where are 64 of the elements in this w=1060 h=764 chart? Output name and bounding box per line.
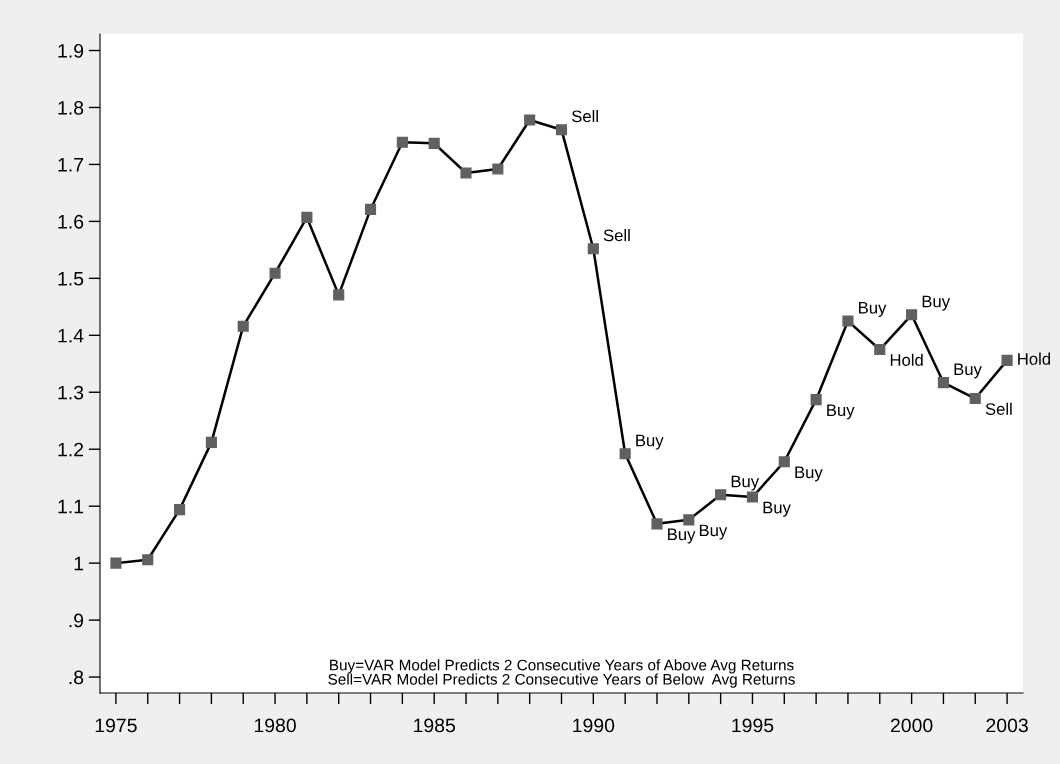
point (715, 489, 727, 501)
point (778, 456, 790, 468)
point (683, 514, 695, 526)
point (874, 343, 886, 356)
point (174, 504, 186, 516)
annotation: Sell (985, 402, 1012, 415)
point (842, 315, 854, 327)
point (619, 448, 631, 460)
annotation: Buy (859, 301, 887, 317)
annotation: Buy (763, 501, 791, 517)
annotation: Buy (954, 363, 982, 379)
annotation: Buy (827, 404, 855, 420)
annotation: Buy (636, 434, 664, 450)
y-tick-label: 1.8 (58, 100, 84, 115)
point (587, 243, 599, 255)
annotation: Hold (890, 353, 923, 366)
y-tick-label: 1.3 (58, 385, 84, 400)
y-tick-label: 1.4 (58, 328, 84, 343)
point (142, 554, 154, 566)
annotation: Buy (668, 528, 696, 544)
y-tick-label: 1 (74, 556, 84, 571)
point (428, 137, 440, 149)
y-tick-label: .8 (69, 670, 84, 685)
point (460, 167, 472, 179)
annotation: Buy (731, 475, 760, 491)
annotation: Sell (603, 229, 630, 242)
point (301, 211, 313, 223)
point (651, 518, 663, 530)
point (269, 267, 281, 279)
point (364, 203, 377, 215)
point (524, 114, 536, 126)
x-tick-label: 1985 (414, 718, 455, 733)
x-tick-label: 1995 (732, 718, 774, 733)
annotation: Hold (1018, 352, 1051, 365)
x-tick-label: 1975 (95, 718, 137, 733)
y-tick-label: 1.5 (58, 272, 84, 286)
y-tick-label: 1.7 (58, 158, 84, 172)
point (110, 557, 122, 569)
point (746, 491, 759, 503)
annotation: Buy (922, 295, 951, 311)
annotation: Buy=VAR Model Predicts 2 Consecutive Years of Above Avg Returns Sell=VAR Model Predicts 2 Consecutive Years of Below Avg Returns (328, 659, 795, 688)
point (906, 309, 918, 321)
annotation: Sell (571, 109, 598, 123)
y-tick-label: 1.2 (58, 442, 84, 457)
point (969, 392, 981, 405)
point (333, 289, 345, 301)
y-tick-label: 1.9 (58, 43, 84, 58)
point (810, 394, 822, 406)
x-tick-label: 1990 (573, 718, 615, 733)
y-tick-label: .9 (69, 613, 84, 628)
point (555, 124, 568, 136)
point (237, 320, 249, 332)
x-tick-label: 1980 (254, 718, 296, 733)
point (1001, 354, 1013, 366)
point (205, 436, 217, 448)
point (937, 377, 949, 389)
annotation: Buy (699, 524, 728, 540)
x-tick-label: 2000 (890, 718, 933, 733)
point (396, 136, 408, 148)
y-tick-label: 1.1 (58, 499, 84, 514)
x-tick-label: 2003 (986, 718, 1028, 733)
annotation: Buy (795, 466, 823, 482)
point (492, 163, 504, 175)
y-tick-label: 1.6 (58, 214, 84, 229)
